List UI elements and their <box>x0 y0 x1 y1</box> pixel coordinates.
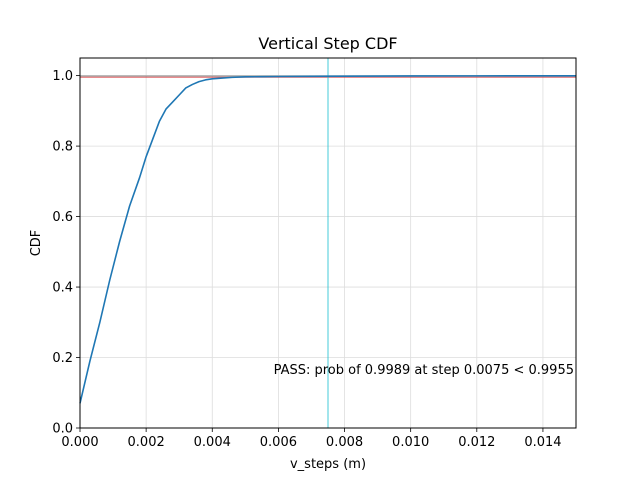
y-tick-label: 0.4 <box>52 281 73 296</box>
x-tick-label: 0.014 <box>524 435 561 450</box>
plot-frame <box>79 57 577 429</box>
x-tick-label: 0.008 <box>326 435 363 450</box>
x-tick-label: 0.002 <box>128 435 165 450</box>
y-tick-label: 0.0 <box>52 422 73 437</box>
x-tick-label: 0.004 <box>194 435 231 450</box>
cdf-line <box>79 75 577 404</box>
y-tick-label: 0.6 <box>52 210 73 225</box>
y-axis-ticks: 0.0 0.2 0.4 0.6 0.8 1.0 <box>52 69 80 437</box>
pass-annotation: PASS: prob of 0.9989 at step 0.0075 < 0.… <box>274 363 574 378</box>
y-tick-label: 1.0 <box>52 69 73 84</box>
x-tick-label: 0.010 <box>392 435 429 450</box>
x-tick-label: 0.000 <box>61 435 98 450</box>
x-axis-ticks: 0.000 0.002 0.004 0.006 0.008 0.010 0.012 0.014 <box>61 428 562 450</box>
x-tick-label: 0.006 <box>260 435 297 450</box>
x-tick-label: 0.012 <box>458 435 495 450</box>
y-axis-label: CDF <box>29 230 44 257</box>
y-tick-label: 0.2 <box>52 351 73 366</box>
chart-title: Vertical Step CDF <box>258 34 397 53</box>
y-tick-label: 0.8 <box>52 140 73 155</box>
x-axis-label: v_steps (m) <box>290 457 366 472</box>
series-group <box>79 75 577 404</box>
